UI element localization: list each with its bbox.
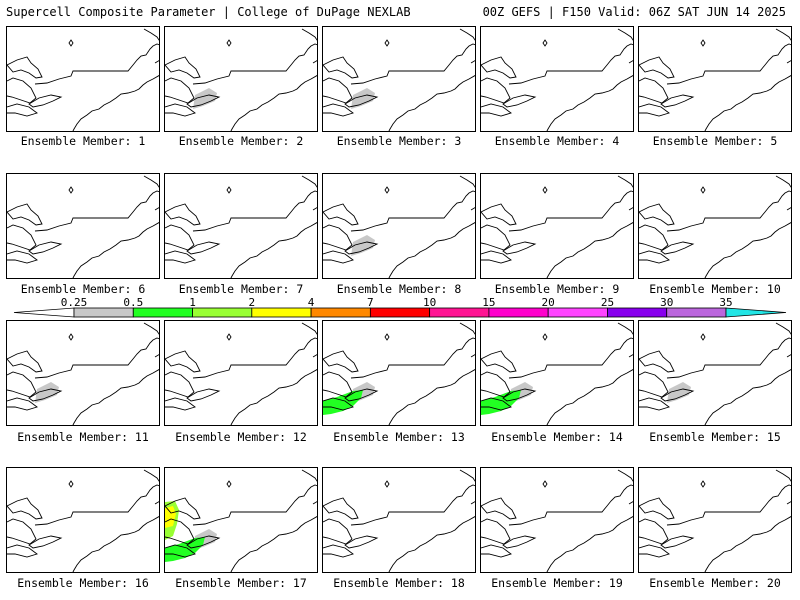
colorbar-tick-label: 20 <box>542 296 555 309</box>
colorbar-segment <box>547 307 608 318</box>
map-outline <box>481 322 633 425</box>
map-outline <box>323 175 475 278</box>
ensemble-member-caption: Ensemble Member: 14 <box>491 430 623 444</box>
ensemble-member-caption: Ensemble Member: 17 <box>175 576 307 590</box>
ensemble-member-caption: Ensemble Member: 19 <box>491 576 623 590</box>
ensemble-member-map <box>638 467 792 573</box>
map-outline <box>481 469 633 572</box>
ensemble-member-map <box>638 320 792 426</box>
ensemble-member-map <box>480 26 634 132</box>
ensemble-member-map <box>480 320 634 426</box>
map-outline <box>7 469 159 572</box>
colorbar-segment <box>192 307 253 318</box>
ensemble-member-map <box>164 467 318 573</box>
colorbar-low-cap <box>13 307 75 318</box>
ensemble-member-map <box>322 320 476 426</box>
ensemble-member-caption: Ensemble Member: 20 <box>649 576 781 590</box>
colorbar-tick-label: 7 <box>367 296 374 309</box>
colorbar-segment <box>310 307 371 318</box>
colorbar-tick-label: 1 <box>189 296 196 309</box>
ensemble-member-caption: Ensemble Member: 9 <box>494 282 620 296</box>
colorbar-tick-label: 25 <box>601 296 614 309</box>
colorbar-segment <box>251 307 312 318</box>
ensemble-member-map <box>164 26 318 132</box>
map-outline <box>639 175 791 278</box>
ensemble-member-caption: Ensemble Member: 3 <box>336 134 462 148</box>
map-outline <box>7 322 159 425</box>
ensemble-member-caption: Ensemble Member: 2 <box>178 134 304 148</box>
map-outline <box>323 28 475 131</box>
colorbar-segment <box>666 307 727 318</box>
map-outline <box>7 28 159 131</box>
map-outline <box>165 175 317 278</box>
header-title: Supercell Composite Parameter | College … <box>6 5 411 19</box>
ensemble-member-map <box>6 467 160 573</box>
ensemble-member-map <box>480 467 634 573</box>
map-outline <box>481 28 633 131</box>
colorbar-segment <box>429 307 490 318</box>
ensemble-member-map <box>322 26 476 132</box>
colorbar-segment <box>607 307 668 318</box>
colorbar-legend: 0.25 0.5 1 2 4 7 10 15 20 25 30 35 <box>13 296 787 318</box>
ensemble-member-caption: Ensemble Member: 7 <box>178 282 304 296</box>
ensemble-member-caption: Ensemble Member: 11 <box>17 430 149 444</box>
ensemble-member-caption: Ensemble Member: 4 <box>494 134 620 148</box>
colorbar-tick-label: 35 <box>719 296 732 309</box>
ensemble-member-map <box>638 26 792 132</box>
map-outline <box>323 469 475 572</box>
colorbar-tick-label: 30 <box>660 296 673 309</box>
ensemble-member-map <box>322 467 476 573</box>
map-outline <box>481 175 633 278</box>
colorbar-segment <box>132 307 193 318</box>
header-valid-time: 00Z GEFS | F150 Valid: 06Z SAT JUN 14 20… <box>482 5 786 19</box>
colorbar-tick-label: 15 <box>482 296 495 309</box>
ensemble-member-caption: Ensemble Member: 8 <box>336 282 462 296</box>
ensemble-member-map <box>164 320 318 426</box>
ensemble-member-caption: Ensemble Member: 13 <box>333 430 465 444</box>
ensemble-member-caption: Ensemble Member: 1 <box>20 134 146 148</box>
map-outline <box>639 322 791 425</box>
colorbar-tick-label: 0.25 <box>61 296 88 309</box>
ensemble-member-map <box>6 26 160 132</box>
map-outline <box>165 28 317 131</box>
ensemble-member-caption: Ensemble Member: 10 <box>649 282 781 296</box>
map-outline <box>639 469 791 572</box>
colorbar-high-cap <box>725 307 787 318</box>
ensemble-member-caption: Ensemble Member: 15 <box>649 430 781 444</box>
colorbar-tick-label: 4 <box>308 296 315 309</box>
map-outline <box>639 28 791 131</box>
ensemble-member-caption: Ensemble Member: 18 <box>333 576 465 590</box>
ensemble-member-map <box>6 320 160 426</box>
ensemble-member-caption: Ensemble Member: 5 <box>652 134 778 148</box>
map-outline <box>7 175 159 278</box>
colorbar-segment <box>369 307 431 318</box>
ensemble-member-map <box>480 173 634 279</box>
colorbar-tick-label: 2 <box>249 296 256 309</box>
map-outline <box>165 322 317 425</box>
ensemble-member-map <box>638 173 792 279</box>
ensemble-member-caption: Ensemble Member: 16 <box>17 576 149 590</box>
ensemble-member-map <box>6 173 160 279</box>
ensemble-member-map <box>164 173 318 279</box>
colorbar-segment <box>488 307 549 318</box>
colorbar-tick-label: 0.5 <box>123 296 143 309</box>
ensemble-member-caption: Ensemble Member: 12 <box>175 430 307 444</box>
map-outline <box>165 469 317 572</box>
ensemble-member-caption: Ensemble Member: 6 <box>20 282 146 296</box>
ensemble-member-map <box>322 173 476 279</box>
map-outline <box>323 322 475 425</box>
colorbar-tick-label: 10 <box>423 296 436 309</box>
colorbar-segment <box>73 307 134 318</box>
